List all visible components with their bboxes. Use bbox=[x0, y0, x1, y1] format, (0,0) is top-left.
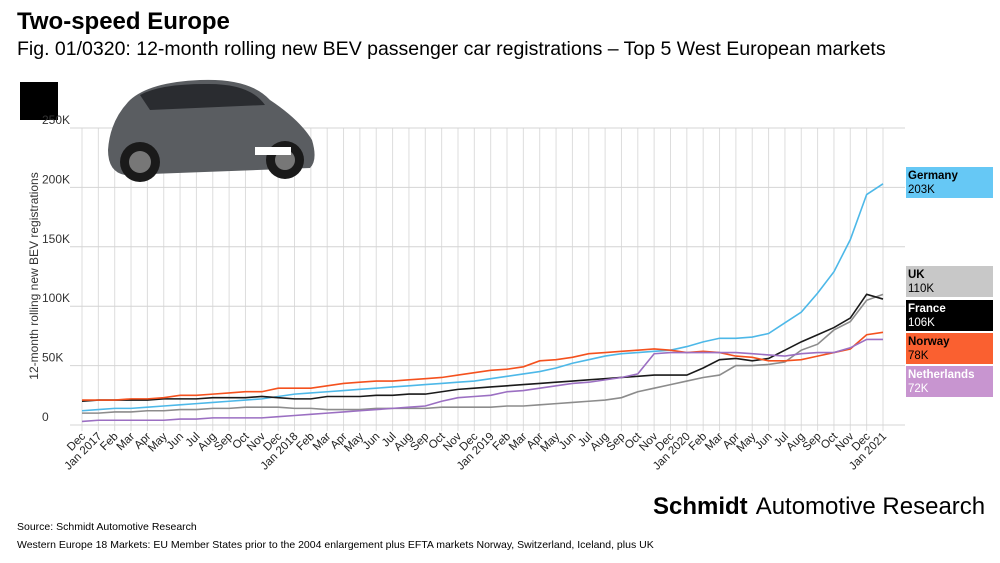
legend-name: Germany bbox=[908, 170, 958, 182]
y-tick-label: 200K bbox=[42, 172, 70, 186]
footnote: Western Europe 18 Markets: EU Member Sta… bbox=[17, 539, 654, 551]
legend-value: 106K bbox=[908, 317, 935, 329]
series-line-netherlands bbox=[81, 338, 883, 423]
legend-uk: UK 110K bbox=[906, 266, 993, 297]
legend-netherlands: Netherlands 72K bbox=[906, 366, 993, 397]
legend-name: France bbox=[908, 303, 946, 315]
series-line-germany bbox=[81, 183, 884, 412]
y-tick-label: 50K bbox=[42, 351, 63, 365]
car-image bbox=[108, 79, 315, 182]
black-square bbox=[20, 82, 58, 120]
legend-value: 203K bbox=[908, 184, 935, 196]
brand-bold: Schmidt bbox=[653, 493, 748, 520]
legend-value: 72K bbox=[908, 383, 929, 395]
chart-subtitle: Fig. 01/0320: 12-month rolling new BEV p… bbox=[17, 38, 886, 60]
series-line-uk bbox=[82, 293, 884, 414]
legend-name: UK bbox=[908, 269, 925, 281]
legend-name: Netherlands bbox=[908, 369, 975, 381]
grid bbox=[70, 127, 905, 431]
brand-logo: Schmidt Automotive Research bbox=[653, 493, 985, 521]
y-axis-label: 12-month rolling new BEV registrations bbox=[27, 172, 41, 379]
series-line-france bbox=[81, 293, 884, 403]
legend-value: 78K bbox=[908, 350, 929, 362]
legend-norway: Norway 78K bbox=[906, 333, 993, 364]
chart-title: Two-speed Europe bbox=[17, 8, 230, 35]
y-tick-label: 0 bbox=[42, 410, 49, 424]
legend-name: Norway bbox=[908, 336, 950, 348]
y-tick-label: 250K bbox=[42, 113, 70, 127]
y-tick-label: 150K bbox=[42, 232, 70, 246]
legend-germany: Germany 203K bbox=[906, 167, 993, 198]
source-note: Source: Schmidt Automotive Research bbox=[17, 521, 197, 533]
legend-value: 110K bbox=[908, 283, 935, 295]
y-tick-label: 100K bbox=[42, 291, 70, 305]
brand-rest: Automotive Research bbox=[755, 493, 986, 520]
series-line-norway bbox=[82, 331, 884, 401]
legend-france: France 106K bbox=[906, 300, 993, 331]
